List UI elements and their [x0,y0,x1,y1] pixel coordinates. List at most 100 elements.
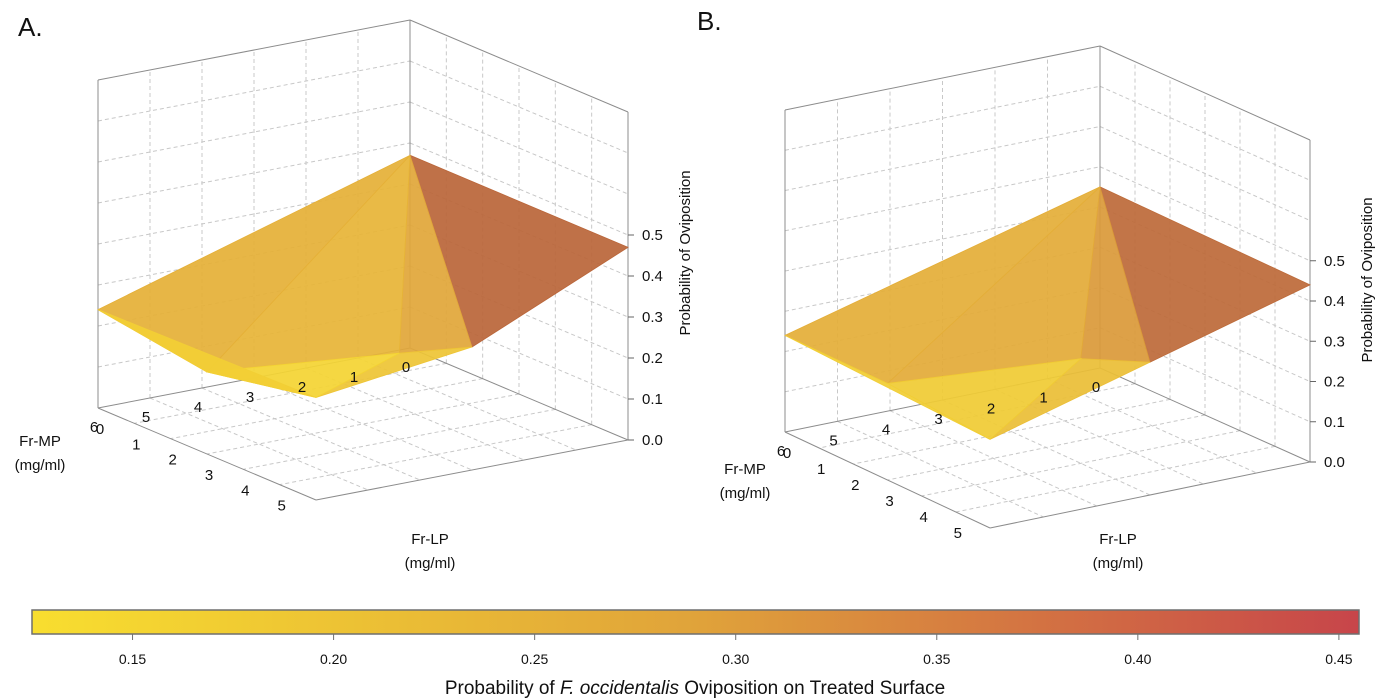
colorbar-title-post: Oviposition on Treated Surface [679,678,945,699]
floor-grid-line [853,398,1171,465]
floor-grid-line [170,378,483,440]
wall-grid-line [409,101,629,195]
colorbar-tick-label: 0.40 [1124,651,1151,667]
z-tick-label: 0.2 [642,350,663,367]
axis-frame-line [97,19,411,81]
colorbar-title-italic: F. occidentalis [560,678,679,699]
lp-tick-label: 0 [783,445,791,462]
wall-grid-line [409,306,629,400]
z-tick-label: 0.3 [1324,333,1345,350]
lp-tick-label: 2 [168,452,176,469]
floor-grid-line [149,397,369,491]
z-tick-label: 0.0 [642,432,663,449]
colorbar-tick-label: 0.30 [722,651,749,667]
mp-tick-label: 2 [987,400,995,417]
panel-b-xlabel-line2: (mg/ml) [720,485,771,502]
wall-grid-line [97,60,411,122]
axis-frame-line [409,19,629,113]
floor-grid-line [955,445,1276,513]
panel-b-surface [784,185,1311,440]
lp-tick-label: 2 [851,477,859,494]
mp-tick-label: 3 [934,411,942,428]
colorbar-tick-label: 0.45 [1325,651,1352,667]
wall-grid-line [409,265,629,359]
lp-tick-label: 5 [954,525,962,542]
wall-grid-line [97,183,411,245]
floor-grid-line [837,420,1044,518]
wall-grid-line [97,224,411,286]
panel-b-ylabel-line2: (mg/ml) [1093,555,1144,572]
panel-b-label: B. [697,6,722,36]
wall-grid-line [1099,126,1311,221]
wall-grid-line [784,126,1101,191]
lp-tick-label: 5 [277,498,285,515]
mp-tick-label: 1 [350,369,358,386]
z-tick-label: 0.5 [1324,253,1345,270]
mp-tick-label: 6 [777,443,785,460]
floor-grid-line [243,408,556,470]
wall-grid-line [409,224,629,318]
z-tick-label: 0.1 [1324,414,1345,431]
panel-b-zlabel: Probability of Oviposition [1359,197,1376,362]
axis-frame-line [784,45,1101,111]
lp-tick-label: 1 [132,436,140,453]
z-tick-label: 0.4 [1324,293,1345,310]
axis-frame-line [409,347,629,441]
panel-a-label: A. [18,12,43,42]
colorbar: 0.15 0.20 0.25 0.30 0.35 0.40 0.45 Probability… [31,609,1360,699]
mp-tick-label: 0 [402,359,410,376]
mp-tick-label: 6 [90,419,98,436]
floor-grid-line [206,393,520,455]
lp-tick-label: 1 [817,461,825,478]
lp-tick-label: 4 [241,482,249,499]
surface-facet [97,309,317,398]
lp-tick-label: 3 [885,493,893,510]
colorbar-title-pre: Probability of [445,678,560,699]
lp-tick-label: 3 [205,467,213,484]
panel-a-ylabel-line1: Fr-LP [411,531,449,548]
wall-grid-line [97,306,411,368]
wall-grid-line [97,142,411,204]
panel-a-xlabel-line2: (mg/ml) [15,457,66,474]
mp-tick-label: 1 [1039,390,1047,407]
panel-b-ylabel-line1: Fr-LP [1099,531,1137,548]
wall-grid-line [97,101,411,163]
z-tick-label: 0.0 [1324,454,1345,471]
z-tick-label: 0.2 [1324,374,1345,391]
colorbar-ticks: 0.15 0.20 0.25 0.30 0.35 0.40 0.45 [119,634,1353,667]
mp-tick-label: 3 [246,389,254,406]
wall-grid-line [784,85,1101,151]
mp-tick-label: 4 [194,399,202,416]
z-tick-label: 0.3 [642,309,663,326]
lp-tick-label: 4 [919,509,927,526]
colorbar-tick-label: 0.15 [119,651,146,667]
axis-frame-line [315,439,629,501]
wall-grid-line [1099,166,1311,262]
axis-frame-line [989,461,1311,529]
panel-a-xlabel-line1: Fr-MP [19,433,61,450]
colorbar-gradient [31,609,1360,635]
floor-grid-line [279,424,592,486]
surface-facet [784,335,991,440]
mp-tick-label: 0 [1092,379,1100,396]
panel-a-zlabel: Probability of Oviposition [677,170,694,335]
floor-grid-line [134,362,447,424]
lp-tick-label: 0 [96,421,104,438]
panel-a-surface [97,154,629,398]
colorbar-title: Probability of F. occidentalis Ovipositi… [445,678,945,699]
colorbar-tick-label: 0.35 [923,651,950,667]
floor-grid-line [253,377,473,471]
floor-grid-line [921,430,1241,497]
mp-tick-label: 4 [882,422,890,439]
mp-tick-label: 2 [298,379,306,396]
z-tick-label: 0.1 [642,391,663,408]
axis-frame-line [1099,45,1311,141]
panel-a-ylabel-line2: (mg/ml) [405,555,456,572]
wall-grid-line [409,142,629,236]
axis-frame-line [784,431,991,529]
wall-grid-line [784,166,1101,232]
